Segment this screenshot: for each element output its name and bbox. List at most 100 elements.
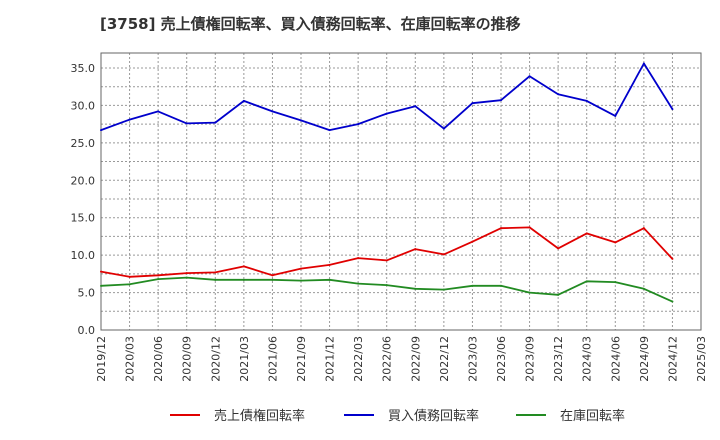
legend-label: 買入債務回転率 bbox=[388, 408, 479, 424]
data-point bbox=[271, 110, 274, 113]
data-point bbox=[385, 259, 388, 262]
data-point bbox=[557, 247, 560, 250]
data-point bbox=[357, 282, 360, 285]
data-point bbox=[242, 278, 245, 281]
x-tick-label: 2024/03 bbox=[581, 336, 594, 382]
data-point bbox=[185, 276, 188, 279]
x-tick-label: 2023/06 bbox=[495, 336, 508, 382]
data-point bbox=[414, 248, 417, 251]
y-tick-label: 25.0 bbox=[71, 137, 96, 150]
data-point bbox=[528, 75, 531, 78]
data-point bbox=[328, 129, 331, 132]
data-point bbox=[471, 102, 474, 105]
data-point bbox=[671, 257, 674, 260]
y-tick-label: 0.0 bbox=[78, 324, 96, 337]
data-point bbox=[214, 271, 217, 274]
data-point bbox=[328, 278, 331, 281]
x-tick-label: 2024/06 bbox=[609, 336, 622, 382]
data-point bbox=[214, 278, 217, 281]
data-point bbox=[185, 272, 188, 275]
data-point bbox=[642, 287, 645, 290]
data-point bbox=[300, 119, 302, 122]
y-tick-label: 30.0 bbox=[71, 99, 96, 112]
data-point bbox=[328, 263, 331, 266]
x-tick-label: 2019/12 bbox=[95, 336, 108, 382]
data-point bbox=[100, 270, 102, 273]
data-point bbox=[157, 110, 160, 113]
data-point bbox=[157, 274, 160, 277]
x-tick-label: 2020/03 bbox=[124, 336, 137, 382]
data-point bbox=[271, 278, 274, 281]
x-tick-label: 2022/03 bbox=[352, 336, 365, 382]
y-tick-label: 5.0 bbox=[78, 287, 96, 300]
data-point bbox=[185, 122, 188, 125]
data-point bbox=[585, 99, 588, 102]
data-point bbox=[671, 300, 674, 303]
y-tick-label: 10.0 bbox=[71, 249, 96, 262]
data-point bbox=[614, 281, 617, 284]
x-tick-label: 2024/09 bbox=[638, 336, 651, 382]
x-tick-label: 2024/12 bbox=[666, 336, 679, 382]
data-point bbox=[471, 240, 474, 243]
data-point bbox=[471, 284, 474, 287]
data-point bbox=[500, 284, 502, 287]
data-point bbox=[357, 257, 360, 260]
data-point bbox=[300, 279, 302, 282]
x-tick-label: 2025/03 bbox=[695, 336, 708, 382]
y-tick-label: 15.0 bbox=[71, 212, 96, 225]
data-point bbox=[128, 283, 131, 286]
data-point bbox=[442, 253, 445, 256]
x-tick-label: 2021/06 bbox=[266, 336, 279, 382]
data-point bbox=[585, 232, 588, 235]
y-tick-label: 35.0 bbox=[71, 62, 96, 75]
data-point bbox=[357, 123, 360, 126]
data-point bbox=[642, 62, 645, 65]
data-point bbox=[442, 127, 445, 130]
data-point bbox=[242, 99, 245, 102]
data-point bbox=[214, 121, 217, 124]
data-point bbox=[557, 93, 560, 96]
plot-frame bbox=[100, 52, 702, 331]
data-point bbox=[557, 293, 560, 296]
data-point bbox=[414, 105, 417, 108]
data-point bbox=[385, 284, 388, 287]
plot-area bbox=[101, 53, 701, 330]
data-point bbox=[528, 226, 531, 229]
data-point bbox=[614, 114, 617, 117]
data-point bbox=[671, 108, 674, 111]
legend-label: 売上債権回転率 bbox=[214, 408, 305, 424]
data-point bbox=[128, 275, 131, 278]
data-point bbox=[528, 291, 531, 294]
x-tick-label: 2020/06 bbox=[152, 336, 165, 382]
y-tick-label: 20.0 bbox=[71, 174, 96, 187]
data-point bbox=[385, 112, 388, 115]
x-tick-label: 2023/09 bbox=[524, 336, 537, 382]
data-point bbox=[157, 278, 160, 281]
data-point bbox=[414, 287, 417, 290]
data-point bbox=[271, 274, 274, 277]
x-tick-label: 2023/03 bbox=[466, 336, 479, 382]
data-point bbox=[642, 227, 645, 230]
data-point bbox=[585, 280, 588, 283]
data-point bbox=[500, 99, 502, 102]
data-point bbox=[300, 267, 302, 270]
data-point bbox=[128, 118, 131, 121]
data-point bbox=[500, 227, 502, 230]
data-point bbox=[100, 129, 102, 132]
x-tick-label: 2021/03 bbox=[238, 336, 251, 382]
data-point bbox=[442, 288, 445, 291]
x-tick-label: 2020/12 bbox=[209, 336, 222, 382]
legend-label: 在庫回転率 bbox=[560, 408, 625, 424]
x-tick-label: 2021/12 bbox=[324, 336, 337, 382]
data-point bbox=[614, 241, 617, 244]
x-tick-label: 2021/09 bbox=[295, 336, 308, 382]
chart-title: [3758] 売上債権回転率、買入債務回転率、在庫回転率の推移 bbox=[100, 15, 521, 33]
x-tick-label: 2022/06 bbox=[381, 336, 394, 382]
x-tick-label: 2022/12 bbox=[438, 336, 451, 382]
x-tick-label: 2020/09 bbox=[181, 336, 194, 382]
data-point bbox=[242, 265, 245, 268]
data-point bbox=[100, 284, 102, 287]
x-tick-label: 2022/09 bbox=[409, 336, 422, 382]
